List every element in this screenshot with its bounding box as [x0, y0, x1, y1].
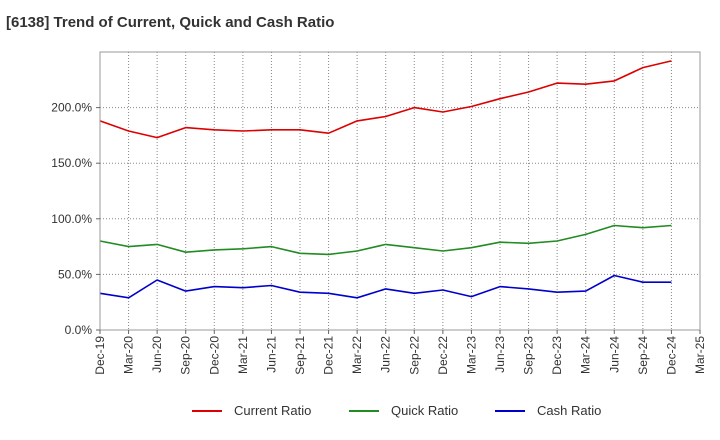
x-tick-label: Mar-21: [236, 336, 250, 374]
y-tick-label: 50.0%: [58, 267, 92, 281]
quick-ratio-line: [99, 224, 672, 256]
x-tick-label: Mar-22: [350, 336, 364, 374]
x-tick-label: Jun-24: [607, 336, 621, 373]
x-tick-label: Mar-20: [122, 336, 136, 374]
y-tick-label: 100.0%: [51, 212, 92, 226]
x-tick-label: Dec-23: [550, 336, 564, 375]
x-tick-label: Dec-22: [436, 336, 450, 375]
x-tick-label: Jun-20: [150, 336, 164, 373]
x-tick-label: Dec-20: [207, 336, 221, 375]
x-tick-label: Dec-24: [664, 336, 678, 375]
x-tick-label: Sep-22: [407, 336, 421, 375]
x-tick-label: Jun-21: [264, 336, 278, 373]
legend-item-quick-ratio: Quick Ratio: [349, 403, 458, 418]
legend: Current Ratio Quick Ratio Cash Ratio: [192, 403, 601, 418]
plot-frame: [99, 51, 701, 331]
chart-title: [6138] Trend of Current, Quick and Cash …: [6, 14, 335, 31]
legend-label: Current Ratio: [234, 403, 311, 418]
legend-item-current-ratio: Current Ratio: [192, 403, 311, 418]
legend-label: Quick Ratio: [391, 403, 458, 418]
current-ratio-line: [99, 60, 672, 139]
x-tick-label: Mar-25: [693, 336, 707, 374]
y-tick-label: 0.0%: [65, 323, 93, 337]
x-tick-label: Sep-23: [522, 336, 536, 375]
x-tick-label: Dec-19: [93, 336, 107, 375]
y-tick-label: 150.0%: [51, 156, 92, 170]
x-tick-label: Sep-24: [636, 336, 650, 375]
x-tick-label: Mar-23: [464, 336, 478, 374]
x-tick-label: Dec-21: [322, 336, 336, 375]
plot-background: [100, 52, 700, 330]
cash-ratio-line: [99, 274, 672, 299]
series-lines: [99, 60, 672, 299]
legend-label: Cash Ratio: [537, 403, 601, 418]
y-axis: 0.0% 50.0% 100.0% 150.0% 200.0%: [51, 101, 100, 337]
x-tick-label: Sep-21: [293, 336, 307, 375]
x-axis: Dec-19 Mar-20 Jun-20 Sep-20 Dec-20 Mar-21 Jun-…: [93, 330, 707, 375]
x-tick-label: Jun-22: [379, 336, 393, 373]
x-tick-label: Jun-23: [493, 336, 507, 373]
x-tick-label: Sep-20: [179, 336, 193, 375]
y-tick-label: 200.0%: [51, 101, 92, 115]
legend-item-cash-ratio: Cash Ratio: [495, 403, 601, 418]
x-tick-label: Mar-24: [579, 336, 593, 374]
